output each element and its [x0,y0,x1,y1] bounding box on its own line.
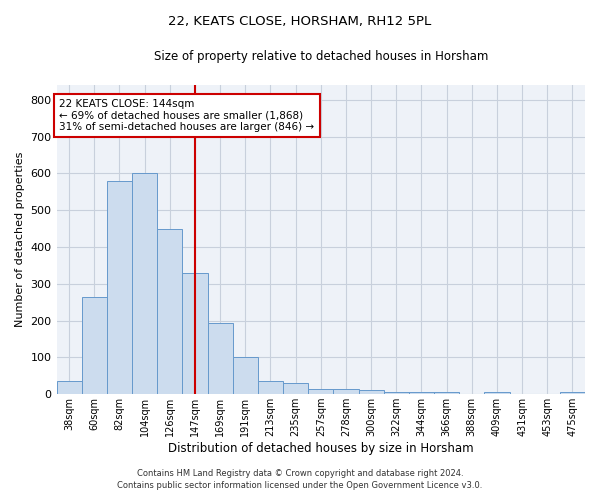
X-axis label: Distribution of detached houses by size in Horsham: Distribution of detached houses by size … [168,442,473,455]
Text: 22 KEATS CLOSE: 144sqm
← 69% of detached houses are smaller (1,868)
31% of semi-: 22 KEATS CLOSE: 144sqm ← 69% of detached… [59,99,314,132]
Bar [107,180,132,394]
Y-axis label: Number of detached properties: Number of detached properties [15,152,25,328]
Text: 22, KEATS CLOSE, HORSHAM, RH12 5PL: 22, KEATS CLOSE, HORSHAM, RH12 5PL [169,15,431,28]
Bar [233,358,258,394]
Bar [182,274,208,394]
Bar [258,382,283,394]
Bar [56,380,82,394]
Bar [484,392,509,394]
Bar [308,388,334,394]
Bar [208,323,233,394]
Bar [334,388,359,394]
Bar [409,392,434,394]
Title: Size of property relative to detached houses in Horsham: Size of property relative to detached ho… [154,50,488,63]
Bar [383,392,409,394]
Bar [560,392,585,394]
Bar [283,383,308,394]
Bar [157,228,182,394]
Bar [359,390,383,394]
Bar [82,298,107,394]
Bar [132,174,157,394]
Text: Contains HM Land Registry data © Crown copyright and database right 2024.
Contai: Contains HM Land Registry data © Crown c… [118,468,482,490]
Bar [434,392,459,394]
